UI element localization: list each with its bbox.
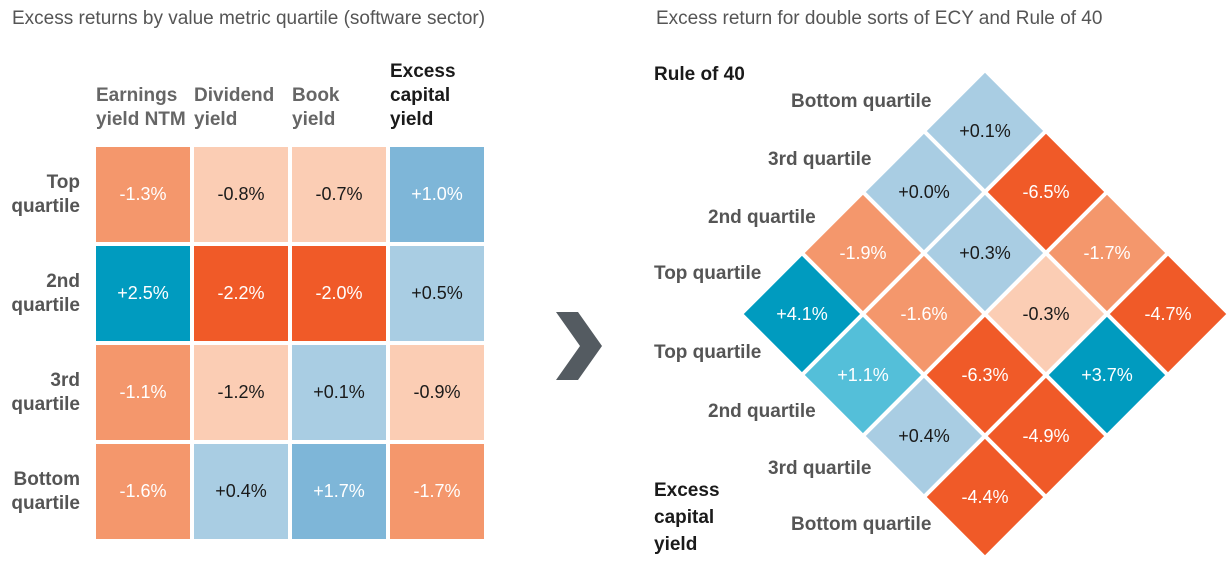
ecy-quartile-label: Bottom quartile xyxy=(791,514,932,535)
heatmap-cell: +0.4% xyxy=(194,444,288,539)
heatmap-cell: +1.7% xyxy=(292,444,386,539)
diamond-cell-label: -1.7% xyxy=(1083,243,1130,263)
row-header: Top quartile xyxy=(11,171,80,217)
diamond-cell xyxy=(1104,250,1231,378)
heatmap-cell: -0.8% xyxy=(194,147,288,242)
column-header: Dividend yield xyxy=(194,85,275,130)
ecy-quartile-label: Top quartile xyxy=(654,342,762,363)
ecy-quartile-label: 2nd quartile xyxy=(708,401,816,422)
heatmap-cell: +0.5% xyxy=(390,246,484,341)
diamond-cell-label: -4.4% xyxy=(961,487,1008,507)
diamond-cell-label: +0.1% xyxy=(959,121,1011,141)
rule-of-40-quartile-label: Bottom quartile xyxy=(791,91,932,112)
chevron-right-icon xyxy=(556,312,602,380)
ecy-axis-title: Excess capital yield xyxy=(654,480,720,555)
heatmap-cell: +2.5% xyxy=(96,246,190,341)
diamond-cell-label: -4.7% xyxy=(1144,304,1191,324)
ecy-quartile-label: 3rd quartile xyxy=(768,458,872,479)
heatmap-cell: -2.0% xyxy=(292,246,386,341)
column-header: Earnings yield NTM xyxy=(96,85,186,130)
diamond-cell-label: -6.3% xyxy=(961,365,1008,385)
column-header: Excess capital yield xyxy=(390,61,456,130)
diamond-cell-label: +0.3% xyxy=(959,243,1011,263)
row-header: 2nd quartile xyxy=(11,270,80,316)
rule-of-40-axis-title: Rule of 40 xyxy=(654,64,745,85)
row-header: Bottom quartile xyxy=(11,468,80,514)
rule-of-40-quartile-label: 3rd quartile xyxy=(768,149,872,170)
heatmap-cell: -1.7% xyxy=(390,444,484,539)
rule-of-40-quartile-label: Top quartile xyxy=(654,263,762,284)
row-header: 3rd quartile xyxy=(11,369,80,415)
diamond-cell-label: +0.4% xyxy=(898,426,950,446)
diamond-cell-label: -6.5% xyxy=(1022,182,1069,202)
diamond-cell-label: -4.9% xyxy=(1022,426,1069,446)
diamond-cell-label: +1.1% xyxy=(837,365,889,385)
rule-of-40-quartile-label: 2nd quartile xyxy=(708,207,816,228)
diamond-cell-label: -1.9% xyxy=(839,243,886,263)
heatmap-cell: -1.2% xyxy=(194,345,288,440)
diamond-cell-label: +0.0% xyxy=(898,182,950,202)
heatmap-cell: -0.9% xyxy=(390,345,484,440)
heatmap-cell: -1.3% xyxy=(96,147,190,242)
diamond-cell-label: +4.1% xyxy=(776,304,828,324)
heatmap-cell: -1.6% xyxy=(96,444,190,539)
diamond-cell-label: -0.3% xyxy=(1022,304,1069,324)
diamond-cell-label: -1.6% xyxy=(900,304,947,324)
heatmap-cell: -0.7% xyxy=(292,147,386,242)
column-header: Book yield xyxy=(292,85,340,130)
heatmap-cell: -1.1% xyxy=(96,345,190,440)
heatmap-cell: -2.2% xyxy=(194,246,288,341)
heatmap-cell: +1.0% xyxy=(390,147,484,242)
diamond-cell-label: +3.7% xyxy=(1081,365,1133,385)
left-chart-title: Excess returns by value metric quartile … xyxy=(12,8,486,29)
heatmap-cell: +0.1% xyxy=(292,345,386,440)
right-chart-title: Excess return for double sorts of ECY an… xyxy=(656,8,1103,29)
